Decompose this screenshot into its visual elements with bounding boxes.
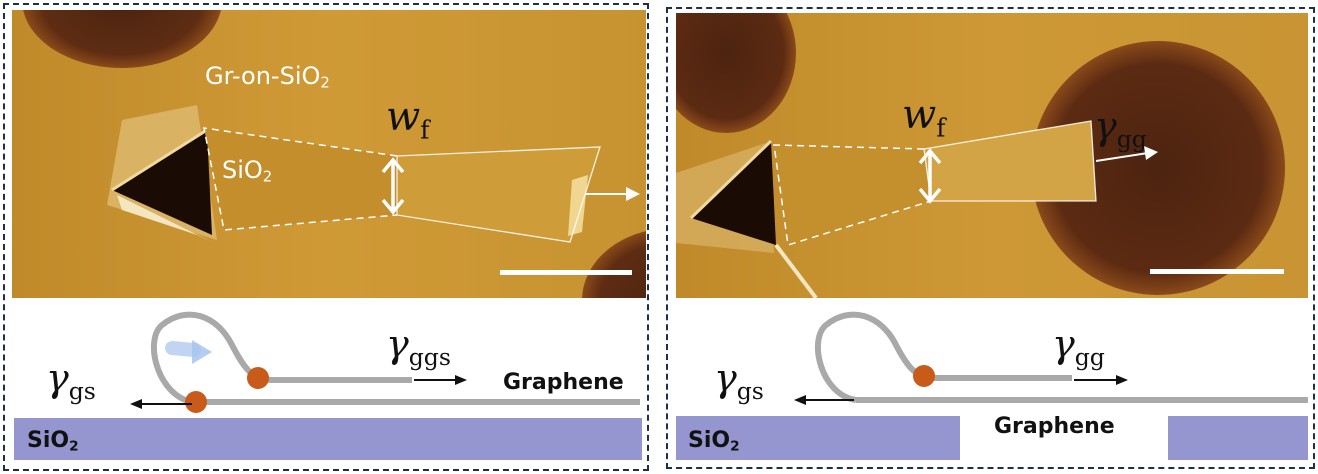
edge-pin-dot [185, 391, 207, 413]
folded-graphene [815, 311, 1072, 403]
sio2-region-label: SiO2 [222, 156, 273, 186]
gg-arrow-icon [1116, 375, 1128, 385]
gamma-ggs-label: γggs [386, 322, 451, 372]
fold-pin-dot [247, 367, 269, 389]
graphene-label-left: Graphene [503, 370, 624, 395]
gamma-gs-label-right: γgs [714, 356, 764, 406]
sio2-substrate-label-left: SiO2 [27, 428, 79, 455]
right-schematic [676, 311, 1308, 460]
gamma-gg-afm-label: γgg [1094, 104, 1147, 154]
folded-graphene [151, 311, 412, 405]
gamma-gg-label: γgg [1052, 322, 1105, 372]
left-schematic [14, 311, 642, 460]
right-afm-image [676, 13, 1308, 298]
sio2-substrate-right [1168, 416, 1308, 460]
wf-label-left: wf [386, 94, 430, 145]
graphene-label-right: Graphene [994, 414, 1115, 439]
fold-direction-icon [192, 340, 212, 364]
fold-pin-dot [913, 365, 935, 387]
gs-arrow-icon [130, 399, 142, 409]
left-afm-image [12, 10, 646, 298]
right-panel [666, 7, 1315, 469]
ggs-arrow-icon [455, 375, 467, 385]
scale-bar [1150, 269, 1284, 274]
scale-bar [500, 270, 632, 275]
left-panel [3, 3, 649, 471]
gr-on-sio2-label: Gr-on-SiO2 [205, 62, 330, 92]
gs-arrow-icon [794, 395, 806, 405]
gamma-gs-label-left: γgs [46, 356, 96, 406]
sio2-substrate-label-right: SiO2 [688, 428, 740, 455]
sio2-substrate-left [676, 416, 960, 460]
wf-label-right: wf [902, 92, 946, 143]
sio2-substrate [14, 418, 642, 460]
